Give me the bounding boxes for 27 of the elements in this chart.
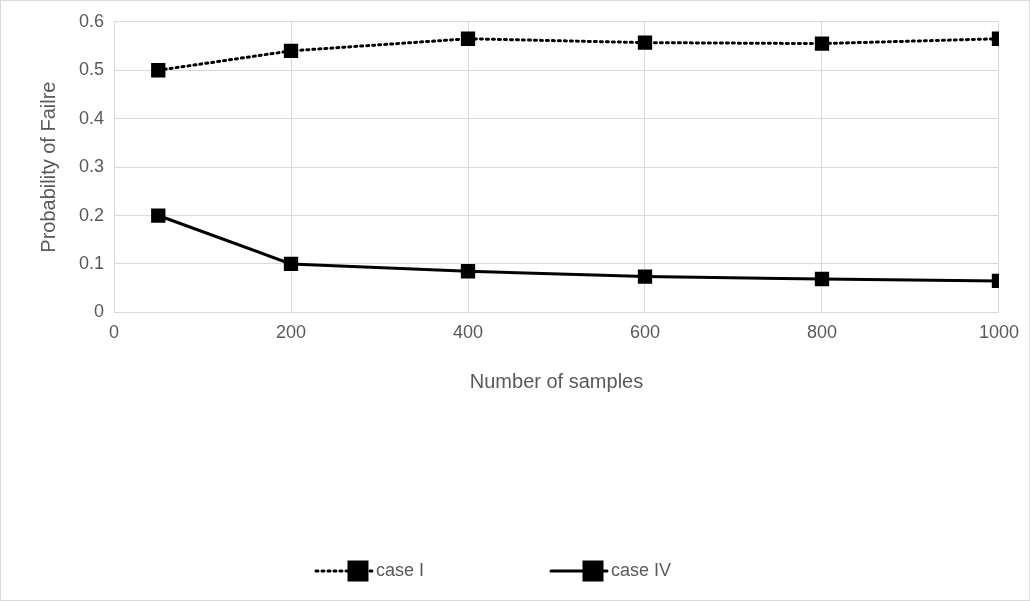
y-tick-label: 0.2: [78, 204, 105, 225]
point: [460, 31, 476, 46]
x-tick-label: 200: [275, 322, 307, 343]
x-tick-label: 600: [629, 322, 661, 343]
point: [460, 264, 476, 279]
point: [637, 35, 653, 50]
point: [283, 43, 299, 59]
point: [151, 208, 166, 223]
y-tick-label: 0.1: [78, 252, 105, 273]
x-axis-title: Number of samples: [469, 369, 644, 392]
legend-label: case I: [375, 559, 424, 580]
y-tick-label: 0: [94, 301, 105, 322]
x-tick-label: 400: [452, 322, 484, 343]
point: [151, 63, 166, 78]
y-tick-label: 0.4: [78, 107, 105, 128]
y-tick-label: 0.6: [78, 10, 105, 31]
point: [814, 271, 830, 287]
x-tick-label: 800: [806, 322, 838, 343]
x-tick-label: 1000: [978, 322, 1019, 343]
y-tick-label: 0.3: [78, 156, 105, 177]
y-axis-title: Probability of Failre: [36, 81, 59, 253]
point: [637, 269, 653, 284]
x-tick-label: 0: [109, 322, 120, 343]
y-tick-label: 0.5: [78, 59, 105, 80]
legend-label: case IV: [611, 559, 672, 580]
point: [283, 256, 299, 272]
point: [814, 36, 830, 51]
